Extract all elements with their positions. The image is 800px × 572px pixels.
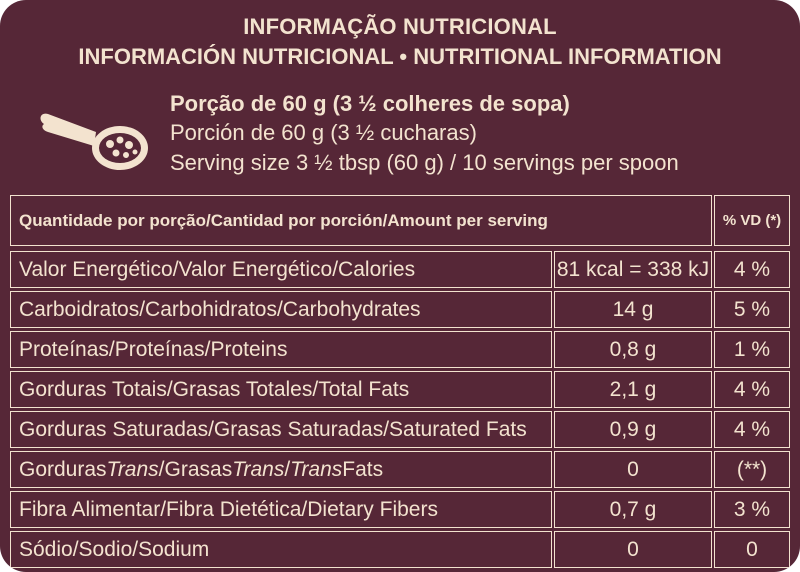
table-row: Carboidratos/Carbohidratos/Carbohydrates… (10, 291, 790, 328)
serving-size-portuguese: Porção de 60 g (3 ½ colheres de sopa) (170, 91, 570, 116)
nutrient-name: Gorduras Totais/Grasas Totales/Total Fat… (10, 371, 552, 408)
table-row: Gorduras Totais/Grasas Totales/Total Fat… (10, 371, 790, 408)
header-amount-per-serving: Quantidade por porção/Cantidad por porci… (10, 195, 712, 246)
title-portuguese: INFORMAÇÃO NUTRICIONAL (243, 14, 557, 39)
serving-size-english: Serving size 3 ½ tbsp (60 g) / 10 servin… (170, 150, 679, 175)
nutrient-name: Sódio/Sodio/Sodium (10, 531, 552, 568)
nutrient-name: Proteínas/Proteínas/Proteins (10, 331, 552, 368)
serving-size-spanish: Porción de 60 g (3 ½ cucharas) (170, 120, 477, 145)
table-row: Proteínas/Proteínas/Proteins 0,8 g 1 % (10, 331, 790, 368)
nutrient-daily-value: 1 % (714, 331, 790, 368)
nutrient-name: Gorduras Saturadas/Grasas Saturadas/Satu… (10, 411, 552, 448)
nutrient-amount: 14 g (554, 291, 712, 328)
nutrient-daily-value: 4 % (714, 411, 790, 448)
nutrient-daily-value: 4 % (714, 251, 790, 288)
nutrient-amount: 0,7 g (554, 491, 712, 528)
nutrient-daily-value: 5 % (714, 291, 790, 328)
nutrient-daily-value: 3 % (714, 491, 790, 528)
table-row: Gorduras Saturadas/Grasas Saturadas/Satu… (10, 411, 790, 448)
title-spanish-english: INFORMACIÓN NUTRICIONAL • NUTRITIONAL IN… (78, 44, 722, 69)
table-row: Sódio/Sodio/Sodium 0 0 (10, 531, 790, 568)
spoon-icon (40, 113, 148, 170)
nutrient-amount: 0,9 g (554, 411, 712, 448)
nutrient-name: Carboidratos/Carbohidratos/Carbohydrates (10, 291, 552, 328)
nutrient-daily-value: (**) (714, 451, 790, 488)
nutrient-daily-value: 0 (714, 531, 790, 568)
nutrient-amount: 0,8 g (554, 331, 712, 368)
nutrient-amount: 2,1 g (554, 371, 712, 408)
table-row: Fibra Alimentar/Fibra Dietética/Dietary … (10, 491, 790, 528)
nutrient-name: Gorduras Trans/Grasas Trans / Trans Fats (10, 451, 552, 488)
nutrition-table: Quantidade por porção/Cantidad por porci… (0, 195, 800, 572)
nutrient-name: Fibra Alimentar/Fibra Dietética/Dietary … (10, 491, 552, 528)
nutrient-amount: 0 (554, 451, 712, 488)
nutrient-name: Valor Energético/Valor Energético/Calori… (10, 251, 552, 288)
nutrient-amount: 0 (554, 531, 712, 568)
table-row: Gorduras Trans/Grasas Trans / Trans Fats 0… (10, 451, 790, 488)
table-row: Valor Energético/Valor Energético/Calori… (10, 251, 790, 288)
nutrient-amount: 81 kcal = 338 kJ (554, 251, 712, 288)
header-daily-value: % VD (*) (714, 195, 790, 246)
nutrient-daily-value: 4 % (714, 371, 790, 408)
